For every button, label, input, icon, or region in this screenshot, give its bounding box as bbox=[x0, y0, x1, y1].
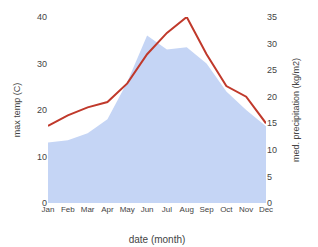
svg-text:0: 0 bbox=[267, 198, 272, 208]
svg-text:date (month): date (month) bbox=[129, 234, 186, 245]
svg-text:Jan: Jan bbox=[42, 205, 55, 214]
svg-text:Feb: Feb bbox=[61, 205, 75, 214]
svg-text:0: 0 bbox=[42, 198, 47, 208]
svg-text:5: 5 bbox=[267, 172, 272, 182]
svg-text:Aug: Aug bbox=[180, 205, 194, 214]
svg-text:30: 30 bbox=[37, 59, 47, 69]
svg-text:25: 25 bbox=[267, 65, 277, 75]
svg-text:35: 35 bbox=[267, 12, 277, 22]
svg-text:20: 20 bbox=[267, 92, 277, 102]
svg-text:May: May bbox=[120, 205, 135, 214]
svg-text:Dec: Dec bbox=[259, 205, 273, 214]
svg-text:Sep: Sep bbox=[199, 205, 214, 214]
svg-text:Jun: Jun bbox=[141, 205, 154, 214]
svg-text:Apr: Apr bbox=[101, 205, 114, 214]
svg-text:10: 10 bbox=[37, 152, 47, 162]
svg-text:Oct: Oct bbox=[220, 205, 233, 214]
svg-text:Nov: Nov bbox=[239, 205, 253, 214]
svg-text:30: 30 bbox=[267, 39, 277, 49]
svg-text:40: 40 bbox=[37, 12, 47, 22]
svg-text:15: 15 bbox=[267, 118, 277, 128]
svg-text:10: 10 bbox=[267, 145, 277, 155]
svg-text:Jul: Jul bbox=[162, 205, 172, 214]
svg-text:Mar: Mar bbox=[81, 205, 95, 214]
svg-text:med. precipitation (kg/m2): med. precipitation (kg/m2) bbox=[291, 58, 301, 162]
svg-text:20: 20 bbox=[37, 105, 47, 115]
svg-text:max temp (C): max temp (C) bbox=[12, 83, 22, 138]
